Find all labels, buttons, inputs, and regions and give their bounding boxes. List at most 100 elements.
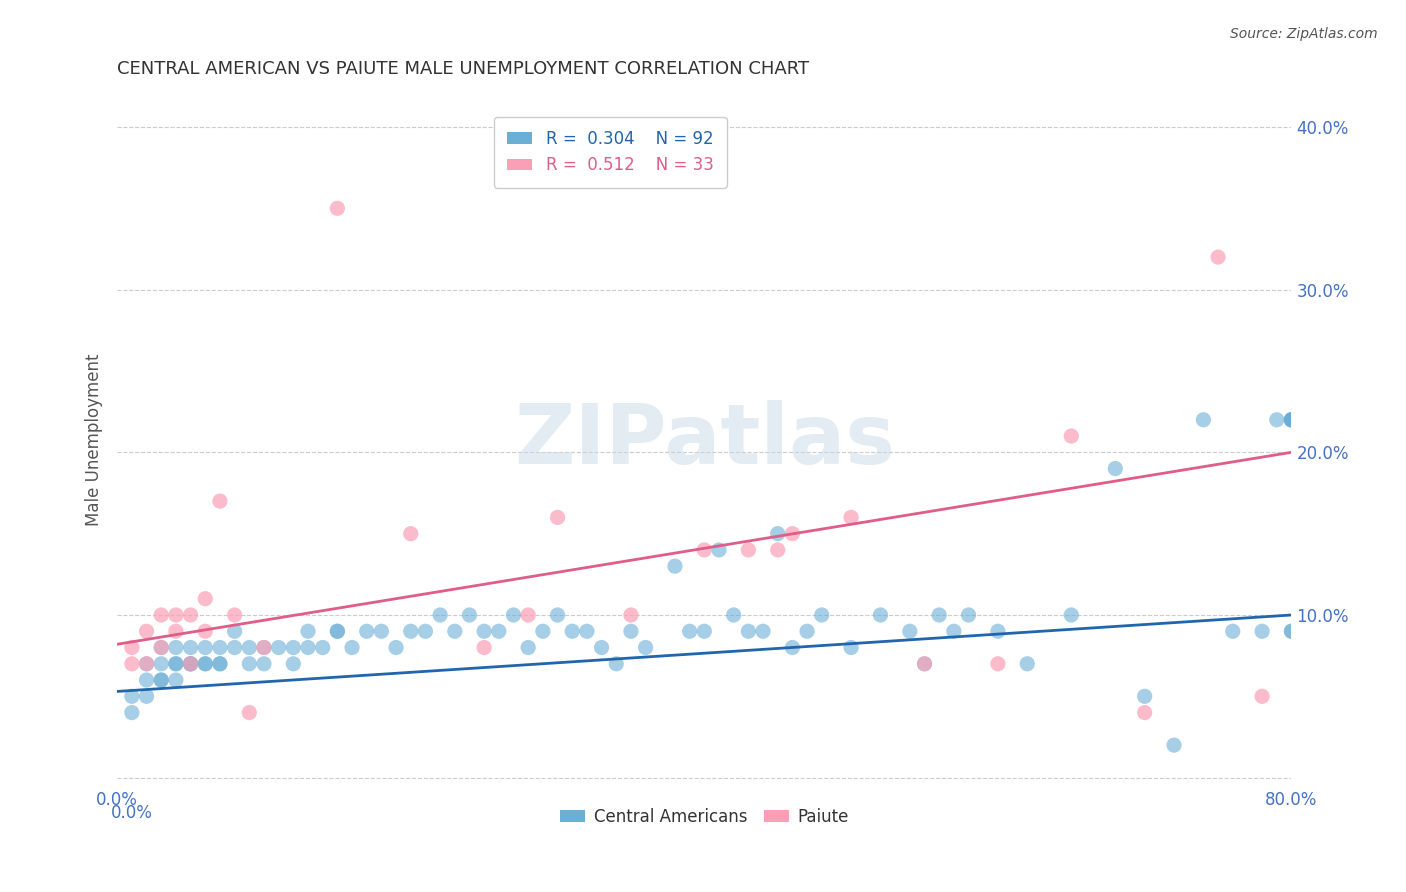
Point: [312, 640, 335, 655]
Point: [224, 624, 246, 639]
Point: [399, 624, 422, 639]
Point: [340, 640, 363, 655]
Point: [517, 607, 540, 622]
Point: [180, 657, 202, 671]
Point: [1163, 738, 1185, 752]
Point: [121, 657, 143, 671]
Point: [575, 624, 598, 639]
Point: [135, 673, 157, 687]
Point: [752, 624, 775, 639]
Legend: Central Americans, Paiute: Central Americans, Paiute: [554, 801, 855, 833]
Point: [1060, 429, 1083, 443]
Point: [1281, 413, 1303, 427]
Point: [634, 640, 657, 655]
Point: [561, 624, 583, 639]
Point: [1281, 413, 1303, 427]
Point: [165, 657, 187, 671]
Point: [928, 607, 950, 622]
Text: ZIPatlas: ZIPatlas: [513, 400, 894, 481]
Point: [150, 640, 173, 655]
Point: [796, 624, 818, 639]
Point: [1251, 690, 1274, 704]
Point: [283, 657, 305, 671]
Point: [253, 640, 276, 655]
Point: [253, 640, 276, 655]
Point: [782, 640, 804, 655]
Point: [150, 640, 173, 655]
Point: [531, 624, 554, 639]
Point: [194, 657, 217, 671]
Point: [180, 657, 202, 671]
Point: [429, 607, 451, 622]
Point: [679, 624, 702, 639]
Point: [180, 607, 202, 622]
Point: [914, 657, 936, 671]
Point: [399, 526, 422, 541]
Point: [987, 657, 1010, 671]
Point: [898, 624, 921, 639]
Point: [620, 607, 643, 622]
Point: [443, 624, 465, 639]
Point: [723, 607, 745, 622]
Point: [165, 624, 187, 639]
Point: [165, 607, 187, 622]
Point: [165, 673, 187, 687]
Point: [238, 640, 260, 655]
Point: [238, 657, 260, 671]
Point: [664, 559, 686, 574]
Point: [121, 690, 143, 704]
Point: [707, 542, 730, 557]
Point: [326, 202, 349, 216]
Point: [839, 640, 862, 655]
Point: [370, 624, 392, 639]
Point: [208, 494, 231, 508]
Point: [1281, 413, 1303, 427]
Point: [869, 607, 891, 622]
Point: [194, 657, 217, 671]
Point: [1281, 624, 1303, 639]
Point: [150, 657, 173, 671]
Point: [1192, 413, 1215, 427]
Point: [1265, 413, 1288, 427]
Point: [1281, 413, 1303, 427]
Point: [180, 657, 202, 671]
Point: [1133, 690, 1156, 704]
Point: [180, 640, 202, 655]
Point: [208, 657, 231, 671]
Point: [283, 640, 305, 655]
Point: [914, 657, 936, 671]
Point: [297, 640, 319, 655]
Point: [415, 624, 437, 639]
Point: [224, 607, 246, 622]
Point: [1251, 624, 1274, 639]
Point: [693, 542, 716, 557]
Y-axis label: Male Unemployment: Male Unemployment: [86, 354, 103, 526]
Point: [458, 607, 481, 622]
Point: [1133, 706, 1156, 720]
Point: [1281, 624, 1303, 639]
Point: [194, 640, 217, 655]
Point: [135, 624, 157, 639]
Text: Source: ZipAtlas.com: Source: ZipAtlas.com: [1230, 27, 1378, 41]
Point: [591, 640, 613, 655]
Point: [224, 640, 246, 655]
Point: [326, 624, 349, 639]
Point: [1206, 250, 1229, 264]
Point: [165, 640, 187, 655]
Point: [839, 510, 862, 524]
Point: [180, 657, 202, 671]
Point: [502, 607, 524, 622]
Point: [194, 591, 217, 606]
Point: [297, 624, 319, 639]
Point: [488, 624, 510, 639]
Point: [150, 673, 173, 687]
Point: [693, 624, 716, 639]
Point: [782, 526, 804, 541]
Point: [1017, 657, 1039, 671]
Point: [135, 657, 157, 671]
Point: [987, 624, 1010, 639]
Point: [150, 673, 173, 687]
Point: [547, 607, 569, 622]
Point: [605, 657, 627, 671]
Point: [957, 607, 980, 622]
